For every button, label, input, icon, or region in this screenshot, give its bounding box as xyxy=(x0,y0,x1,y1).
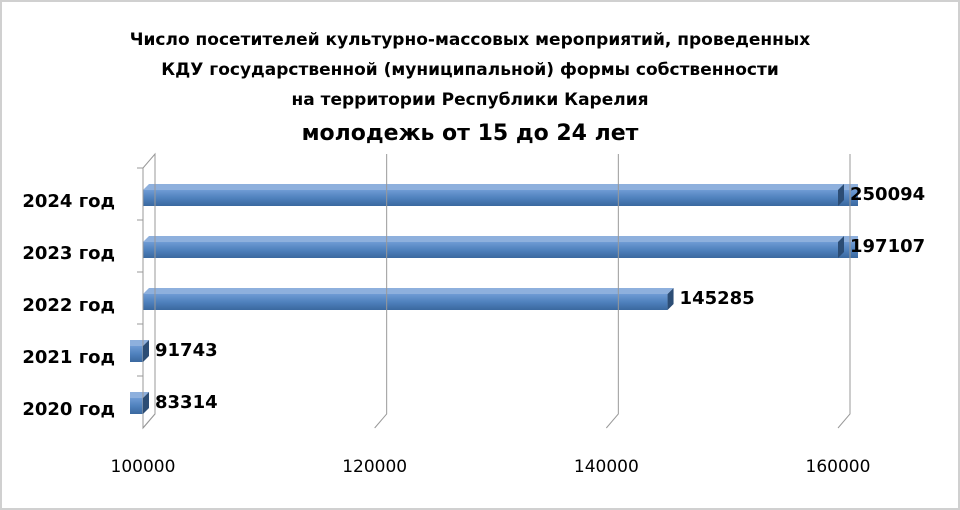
bar-top xyxy=(130,340,149,346)
bar-front xyxy=(143,190,858,206)
y-tick-label: 2021 год xyxy=(22,347,115,368)
bar-end xyxy=(838,184,844,206)
bar-front xyxy=(130,346,143,362)
bar xyxy=(130,340,149,362)
data-label: 83314 xyxy=(155,392,218,413)
chart-title: КДУ государственной (муниципальной) форм… xyxy=(161,60,779,80)
data-label: 197107 xyxy=(850,236,925,257)
bar-end xyxy=(143,392,149,414)
bar-front xyxy=(143,294,668,310)
bar xyxy=(130,392,149,414)
grid-line xyxy=(142,154,156,429)
chart-title: Число посетителей культурно-массовых мер… xyxy=(130,30,810,50)
grid-line xyxy=(374,154,388,429)
y-tick-label: 2024 год xyxy=(22,191,115,212)
grid-line xyxy=(605,154,619,429)
bar-front xyxy=(143,242,858,258)
x-tick-label: 120000 xyxy=(342,457,407,477)
x-tick-label: 140000 xyxy=(574,457,639,477)
bar xyxy=(143,288,674,310)
chart-title: на территории Республики Карелия xyxy=(291,90,648,110)
bar-top xyxy=(143,184,858,190)
bar-top xyxy=(130,392,149,398)
bar-front xyxy=(130,398,143,414)
data-label: 91743 xyxy=(155,340,218,361)
chart-subtitle: молодежь от 15 до 24 лет xyxy=(302,121,639,146)
bar-end xyxy=(838,236,844,258)
x-tick-label: 160000 xyxy=(806,457,871,477)
data-label: 145285 xyxy=(680,288,755,309)
bar-top xyxy=(143,288,674,294)
y-tick-label: 2022 год xyxy=(22,295,115,316)
y-tick-label: 2023 год xyxy=(22,243,115,264)
bar-top xyxy=(143,236,858,242)
plot-area xyxy=(130,184,858,414)
grid-line xyxy=(837,154,851,429)
bar xyxy=(143,184,858,206)
y-tick-label: 2020 год xyxy=(22,399,115,420)
data-label: 250094 xyxy=(850,184,925,205)
bar-end xyxy=(143,340,149,362)
bar xyxy=(143,236,858,258)
x-tick-label: 100000 xyxy=(111,457,176,477)
bar-end xyxy=(667,288,674,310)
